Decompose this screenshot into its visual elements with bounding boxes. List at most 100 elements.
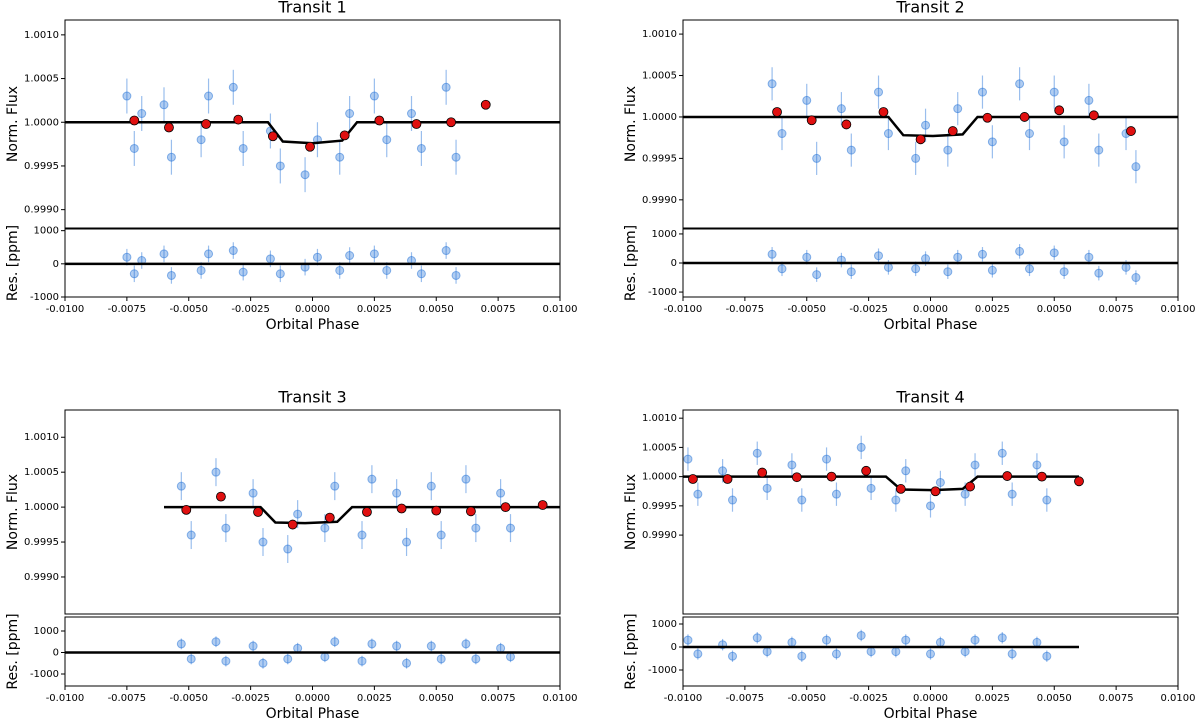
data-point bbox=[402, 658, 412, 668]
data-point bbox=[846, 267, 856, 277]
data-point bbox=[122, 252, 132, 262]
data-point bbox=[1094, 145, 1104, 155]
data-point bbox=[1042, 651, 1052, 661]
data-point bbox=[1015, 246, 1025, 256]
data-point bbox=[883, 262, 893, 272]
data-point bbox=[300, 170, 310, 180]
panel-title: Transit 3 bbox=[277, 388, 346, 407]
data-point bbox=[283, 654, 293, 664]
x-tick-label: -0.0025 bbox=[849, 304, 888, 315]
data-point bbox=[369, 249, 379, 259]
x-tick-label: -0.0100 bbox=[664, 693, 703, 704]
data-point bbox=[693, 649, 703, 659]
panel-title: Transit 4 bbox=[895, 388, 964, 407]
data-point bbox=[441, 82, 451, 92]
data-point bbox=[312, 252, 322, 262]
data-point bbox=[248, 488, 258, 498]
data-point bbox=[1094, 268, 1104, 278]
data-point bbox=[367, 639, 377, 649]
data-point bbox=[258, 537, 268, 547]
y-tick-label: 1000 bbox=[652, 229, 677, 240]
data-point bbox=[901, 466, 911, 476]
binned-point bbox=[537, 500, 548, 510]
data-point bbox=[1032, 460, 1042, 470]
x-tick-label: 0.0025 bbox=[357, 693, 392, 704]
data-point bbox=[960, 647, 970, 657]
data-point bbox=[357, 530, 367, 540]
data-point bbox=[426, 641, 436, 651]
x-tick-label: 0.0050 bbox=[419, 304, 454, 315]
panel-title: Transit 2 bbox=[895, 0, 964, 17]
y-tick-label: -1000 bbox=[30, 292, 59, 303]
data-point bbox=[728, 495, 737, 505]
binned-point bbox=[253, 507, 263, 517]
y-tick-label: 0.9995 bbox=[642, 153, 677, 164]
data-point bbox=[926, 501, 935, 511]
data-point bbox=[228, 82, 238, 92]
data-point bbox=[265, 254, 275, 264]
data-point bbox=[238, 143, 248, 153]
binned-point bbox=[374, 115, 385, 126]
data-point bbox=[196, 265, 206, 275]
data-point bbox=[248, 641, 258, 651]
data-point bbox=[1131, 273, 1141, 283]
binned-point bbox=[1019, 112, 1030, 122]
binned-point bbox=[233, 114, 244, 125]
data-point bbox=[496, 643, 506, 653]
data-point bbox=[1032, 637, 1042, 647]
data-point bbox=[683, 635, 693, 645]
data-point bbox=[426, 481, 436, 491]
data-point bbox=[441, 246, 451, 256]
y-axis-label: Res. [ppm] bbox=[623, 225, 639, 301]
binned-point bbox=[324, 512, 335, 523]
data-point bbox=[357, 656, 367, 666]
x-tick-label: -0.0075 bbox=[108, 304, 147, 315]
data-point bbox=[1007, 649, 1017, 659]
data-point bbox=[911, 153, 921, 163]
binned-point bbox=[465, 506, 476, 517]
data-point bbox=[129, 143, 139, 153]
binned-point bbox=[129, 115, 140, 126]
data-point bbox=[367, 474, 377, 484]
y-tick-label: 1.0010 bbox=[24, 30, 59, 41]
y-tick-label: -1000 bbox=[648, 287, 677, 298]
data-point bbox=[970, 460, 980, 470]
binned-point bbox=[841, 119, 852, 130]
data-point bbox=[802, 95, 812, 105]
model-line bbox=[65, 121, 560, 145]
x-tick-label: -0.0025 bbox=[849, 693, 888, 704]
binned-point bbox=[164, 122, 174, 133]
data-point bbox=[211, 637, 221, 647]
x-tick-label: 0.0075 bbox=[1099, 304, 1134, 315]
data-point bbox=[1131, 162, 1141, 172]
panel-title: Transit 1 bbox=[277, 0, 346, 17]
data-point bbox=[392, 641, 402, 651]
data-point bbox=[683, 454, 693, 464]
data-point bbox=[122, 91, 132, 101]
binned-point bbox=[480, 99, 491, 110]
data-point bbox=[831, 649, 841, 659]
data-point bbox=[228, 246, 238, 256]
data-point bbox=[987, 265, 997, 275]
data-point bbox=[866, 483, 876, 493]
data-point bbox=[856, 630, 866, 640]
binned-point bbox=[1002, 471, 1013, 481]
binned-point bbox=[791, 472, 802, 483]
data-point bbox=[891, 647, 901, 657]
binned-point bbox=[181, 505, 192, 515]
binned-point bbox=[446, 117, 457, 128]
data-point bbox=[1049, 248, 1059, 258]
data-point bbox=[258, 658, 268, 668]
data-point bbox=[1084, 95, 1094, 105]
data-point bbox=[802, 252, 812, 262]
binned-point bbox=[201, 119, 211, 129]
y-tick-label: 0.9995 bbox=[24, 161, 59, 172]
data-point bbox=[831, 489, 841, 499]
data-point bbox=[693, 489, 703, 499]
data-point bbox=[970, 635, 980, 645]
data-point bbox=[762, 647, 772, 657]
data-point bbox=[137, 109, 147, 119]
data-point bbox=[335, 152, 345, 162]
data-point bbox=[204, 249, 214, 259]
binned-point bbox=[1088, 110, 1099, 121]
